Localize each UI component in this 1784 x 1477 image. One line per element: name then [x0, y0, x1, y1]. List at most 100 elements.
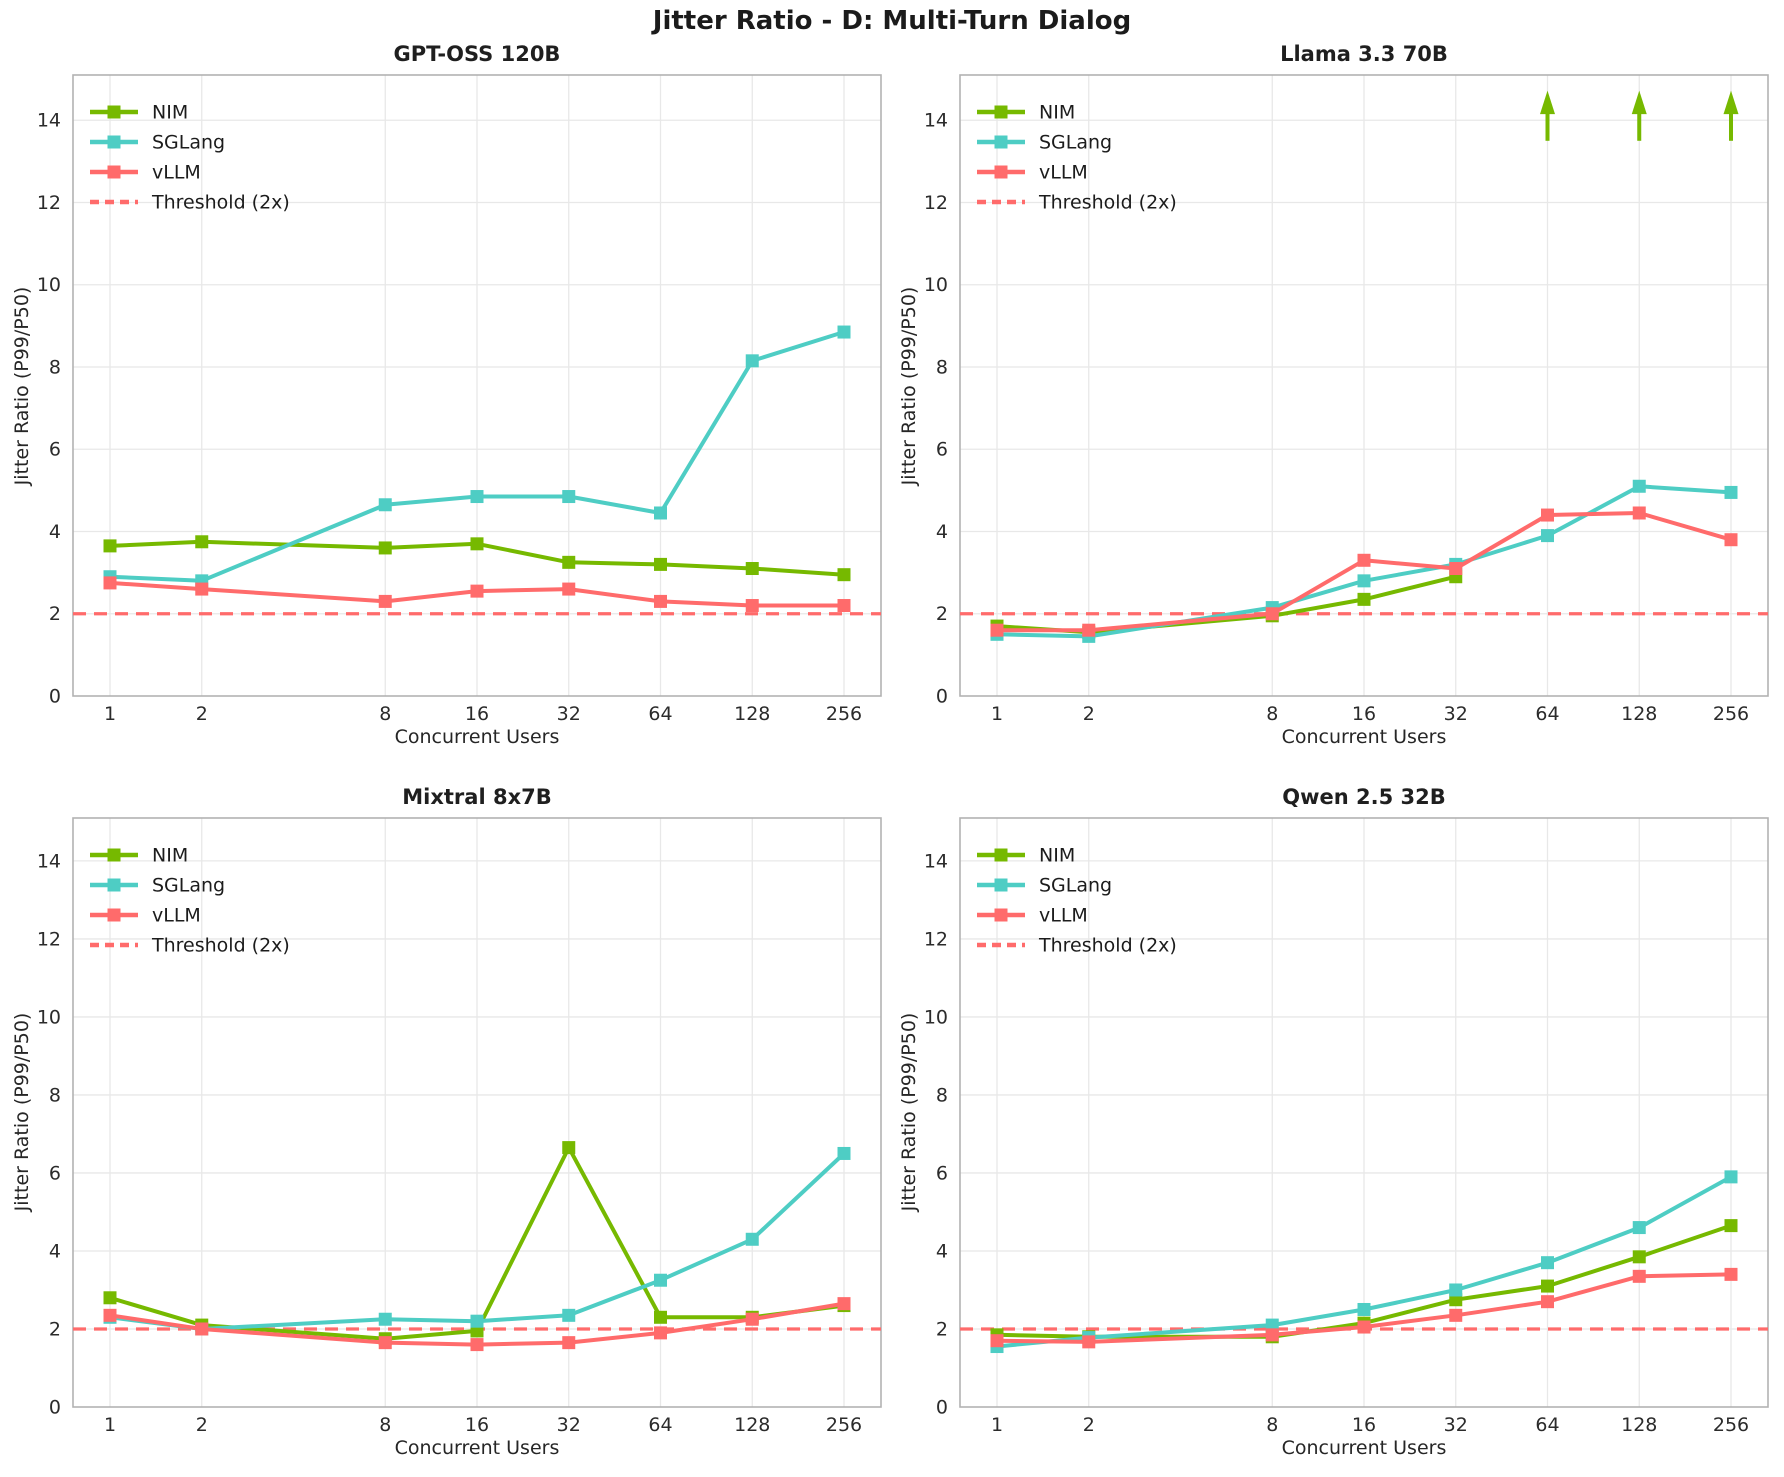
data-point-marker [1632, 1269, 1646, 1283]
data-point-marker [1082, 1335, 1096, 1349]
data-point-marker [1541, 1256, 1554, 1270]
legend-item-vllm: vLLM [977, 905, 1088, 927]
y-tick-label: 8 [936, 356, 948, 378]
up-arrow-head-icon [1723, 90, 1739, 115]
y-tick-label: 10 [924, 274, 948, 296]
data-point-marker [1449, 562, 1463, 576]
y-tick-label: 6 [936, 439, 948, 461]
data-point-marker [562, 582, 576, 596]
offscale-arrows [1540, 90, 1739, 141]
data-point-marker [1357, 574, 1371, 588]
legend-marker [994, 135, 1008, 149]
legend-label: Threshold (2x) [1038, 935, 1177, 957]
data-point-marker [378, 1336, 392, 1350]
data-point-marker [470, 490, 484, 504]
series-line [996, 574, 1457, 635]
data-point-marker [1541, 529, 1554, 543]
data-point-marker [837, 599, 851, 613]
data-point-marker [103, 539, 117, 553]
x-tick-label: 16 [465, 1414, 489, 1436]
x-tick-label: 64 [648, 1414, 672, 1436]
data-point-marker [470, 537, 484, 551]
x-tick-label: 8 [379, 1414, 391, 1436]
x-tick-label: 256 [826, 1414, 862, 1436]
gridlines [960, 75, 1768, 696]
x-tick-label: 128 [1621, 1414, 1657, 1436]
y-tick-label: 12 [924, 192, 948, 214]
data-point-marker [103, 576, 117, 590]
series-line [109, 539, 845, 577]
x-tick-label: 8 [379, 703, 391, 725]
data-point-marker [195, 582, 209, 596]
y-tick-label: 0 [936, 686, 948, 708]
y-tick-label: 14 [37, 850, 61, 872]
data-point-marker [470, 584, 484, 598]
series-sglang [990, 1170, 1738, 1354]
legend-marker [107, 848, 121, 862]
x-tick-label: 2 [196, 703, 208, 725]
legend-item-vllm: vLLM [977, 162, 1088, 184]
plot-border [959, 817, 1769, 1408]
legend-marker [107, 908, 121, 922]
legend-marker [994, 878, 1008, 892]
plot-border [959, 74, 1769, 697]
data-point-marker [654, 557, 667, 571]
data-point-marker [837, 325, 851, 339]
plot-border [72, 74, 882, 697]
data-point-marker [1357, 1302, 1371, 1316]
data-point-marker [654, 1326, 667, 1340]
data-point-marker [378, 541, 392, 555]
y-tick-label: 14 [37, 110, 61, 132]
y-tick-label: 2 [936, 603, 948, 625]
data-point-marker [1449, 1283, 1463, 1297]
data-point-marker [745, 1312, 759, 1326]
y-tick-label: 2 [49, 603, 61, 625]
x-tick-label: 64 [1535, 1414, 1559, 1436]
x-tick-label: 64 [1535, 703, 1559, 725]
data-point-marker [745, 354, 759, 368]
y-tick-label: 10 [924, 1006, 948, 1028]
legend-marker [994, 908, 1008, 922]
legend-label: vLLM [152, 162, 201, 184]
legend-marker [107, 135, 121, 149]
legend-item-sglang: SGLang [90, 132, 225, 154]
x-tick-label: 8 [1266, 703, 1278, 725]
y-tick-label: 6 [936, 1162, 948, 1184]
data-point-marker [1724, 533, 1738, 547]
x-tick-label: 32 [557, 1414, 581, 1436]
y-tick-label: 6 [49, 439, 61, 461]
legend-marker [994, 165, 1008, 179]
data-point-marker [195, 535, 209, 549]
data-point-marker [103, 1308, 117, 1322]
x-tick-label: 1 [104, 1414, 116, 1436]
data-point-marker [1357, 553, 1371, 567]
figure-title: Jitter Ratio - D: Multi-Turn Dialog [652, 6, 1132, 36]
legend: NIM SGLang vLLM Threshold (2x) [977, 845, 1177, 957]
y-tick-label: 8 [49, 356, 61, 378]
data-point-marker [1724, 1170, 1738, 1184]
y-tick-label: 8 [936, 1084, 948, 1106]
data-point-marker [1632, 1250, 1646, 1264]
data-point-marker [1357, 592, 1371, 606]
data-point-marker [562, 1141, 576, 1155]
legend-item-threshold-2x: Threshold (2x) [977, 935, 1177, 957]
legend-item-threshold-2x: Threshold (2x) [90, 935, 290, 957]
y-tick-label: 12 [924, 928, 948, 950]
y-axis-label: Jitter Ratio (P99/P50) [898, 286, 920, 486]
x-axis-label: Concurrent Users [394, 1437, 560, 1459]
y-tick-label: 10 [37, 274, 61, 296]
y-tick-label: 4 [936, 521, 948, 543]
data-point-marker [378, 498, 392, 512]
legend-label: Threshold (2x) [151, 192, 290, 214]
series-vllm [990, 506, 1738, 637]
data-point-marker [1632, 506, 1646, 520]
x-tick-label: 2 [1083, 1414, 1095, 1436]
x-tick-label: 16 [465, 703, 489, 725]
series-nim [103, 535, 851, 582]
